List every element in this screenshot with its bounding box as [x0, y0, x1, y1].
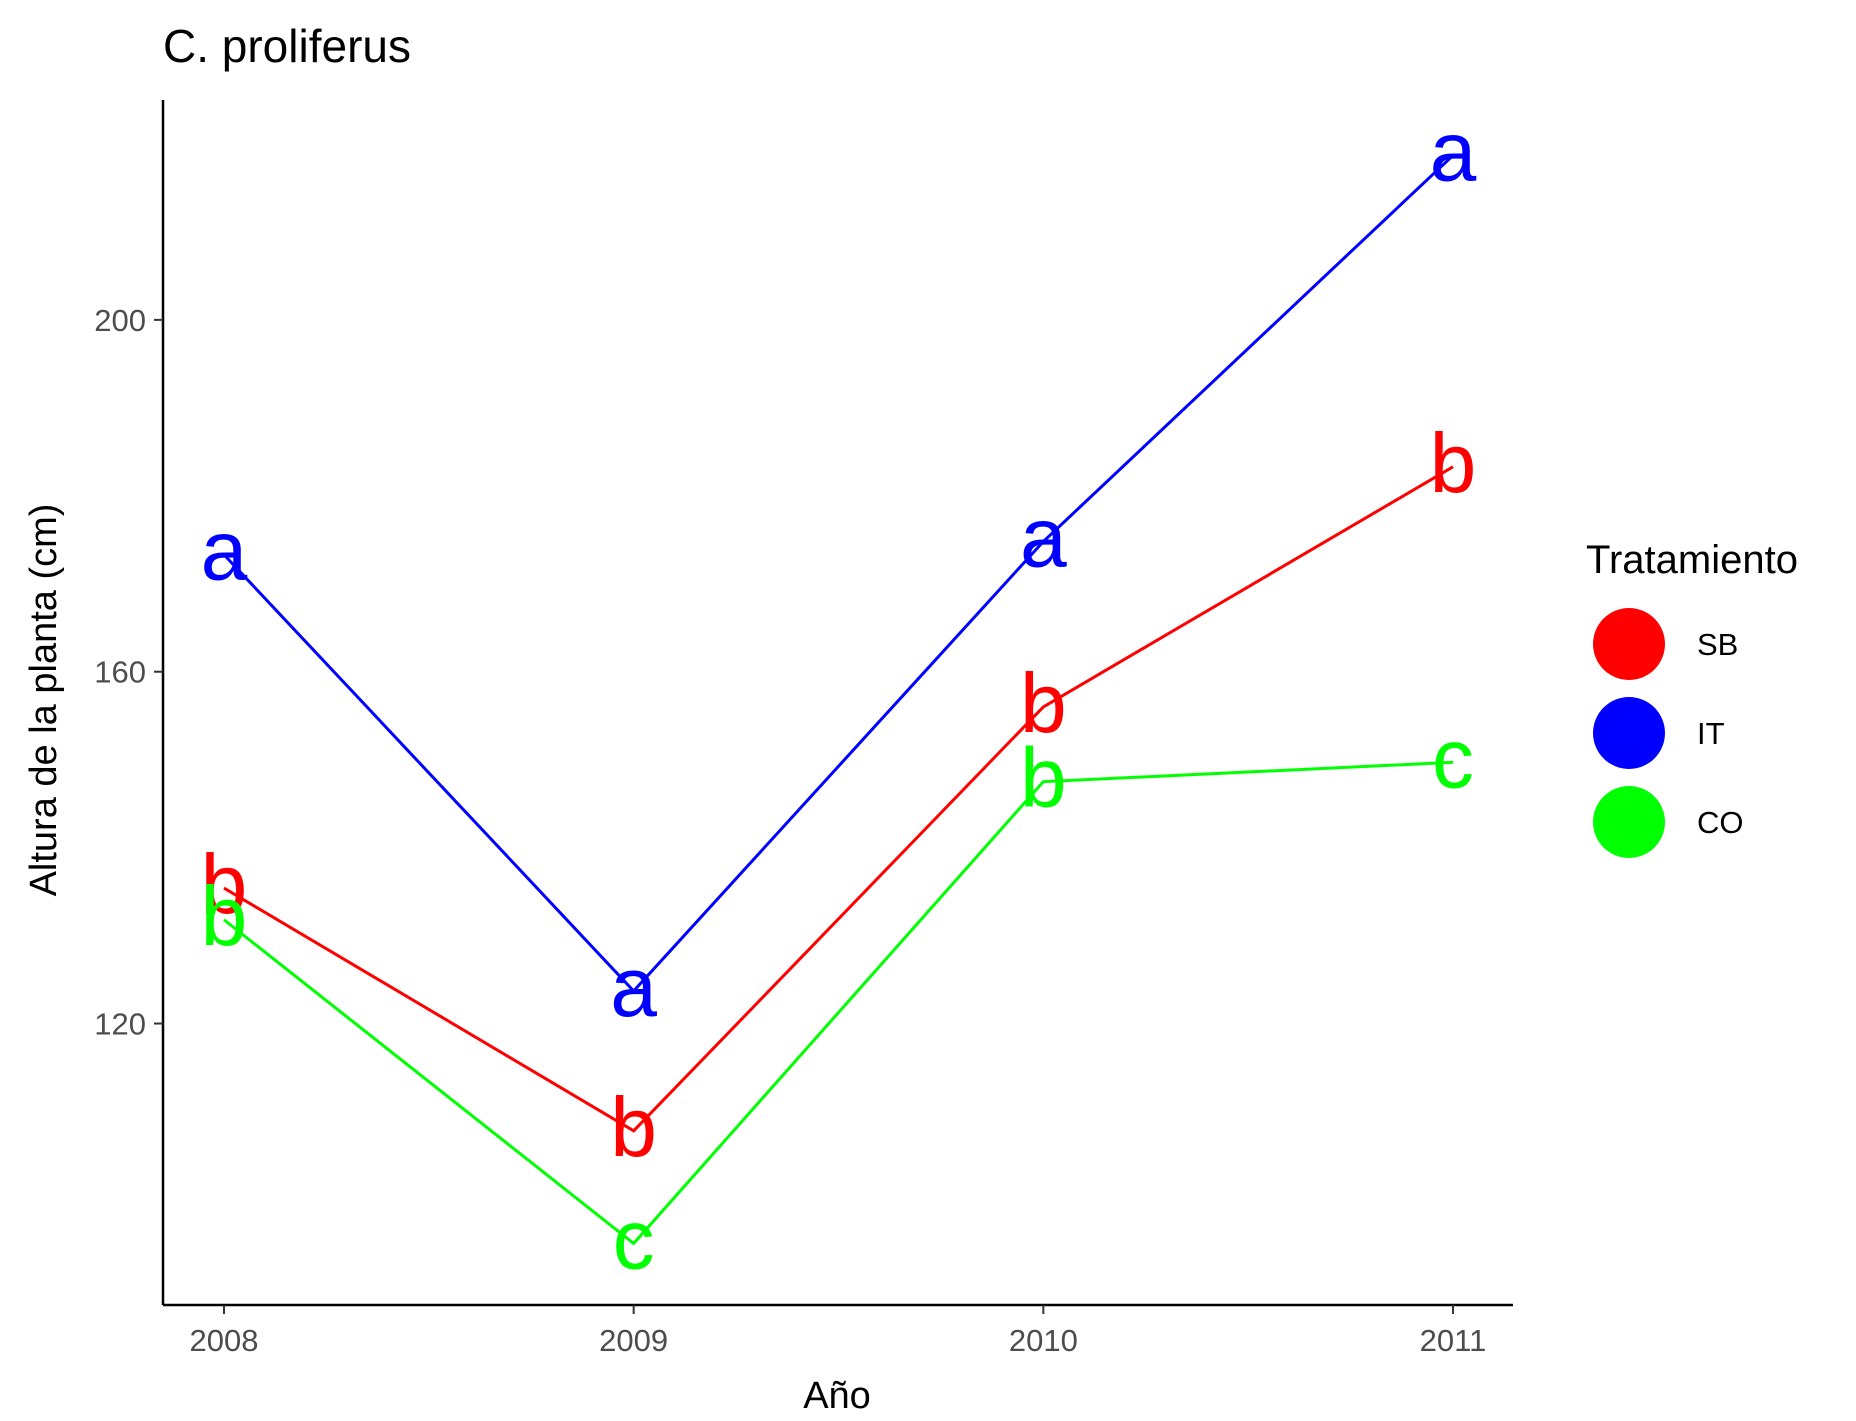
legend-key-it — [1593, 697, 1665, 769]
point-label-co: c — [613, 1192, 655, 1286]
point-label-sb: b — [1430, 416, 1477, 510]
point-label-sb: b — [201, 837, 248, 931]
point-label-co: b — [1020, 731, 1067, 825]
legend-label-sb: SB — [1697, 627, 1738, 662]
x-tick-label: 2011 — [1420, 1323, 1487, 1358]
series-line-it — [222, 154, 1455, 994]
x-tick-label: 2008 — [190, 1323, 259, 1358]
point-label-sb: b — [610, 1080, 657, 1174]
point-label-sb: b — [1020, 656, 1067, 750]
legend: Tratamiento SB IT CO — [1586, 538, 1798, 858]
point-label-it: a — [1430, 104, 1477, 198]
y-tick-label: 120 — [94, 1007, 146, 1042]
point-label-co: b — [201, 869, 248, 963]
y-tick-label: 200 — [94, 303, 146, 338]
legend-label-co: CO — [1697, 805, 1744, 840]
point-label-co: c — [1432, 711, 1474, 805]
axes: 120 160 200 2008 2009 2010 2011 — [94, 100, 1513, 1358]
x-axis-title: Año — [803, 1375, 871, 1417]
y-tick-label: 160 — [94, 655, 146, 690]
series-line-co — [223, 760, 1454, 1246]
legend-key-sb — [1593, 608, 1665, 680]
legend-items: SB IT CO — [1593, 608, 1744, 858]
x-tick-label: 2009 — [599, 1323, 668, 1358]
point-label-it: a — [610, 940, 657, 1034]
legend-title: Tratamiento — [1586, 538, 1798, 582]
legend-key-co — [1593, 786, 1665, 858]
series-lines — [222, 154, 1455, 1246]
point-label-it: a — [201, 504, 248, 598]
point-label-it: a — [1020, 491, 1067, 585]
x-tick-label: 2010 — [1009, 1323, 1078, 1358]
series-line-sb — [223, 465, 1454, 1133]
legend-label-it: IT — [1697, 716, 1725, 751]
y-axis-title: Altura de la planta (cm) — [23, 504, 65, 897]
chart-title: C. proliferus — [163, 20, 411, 72]
